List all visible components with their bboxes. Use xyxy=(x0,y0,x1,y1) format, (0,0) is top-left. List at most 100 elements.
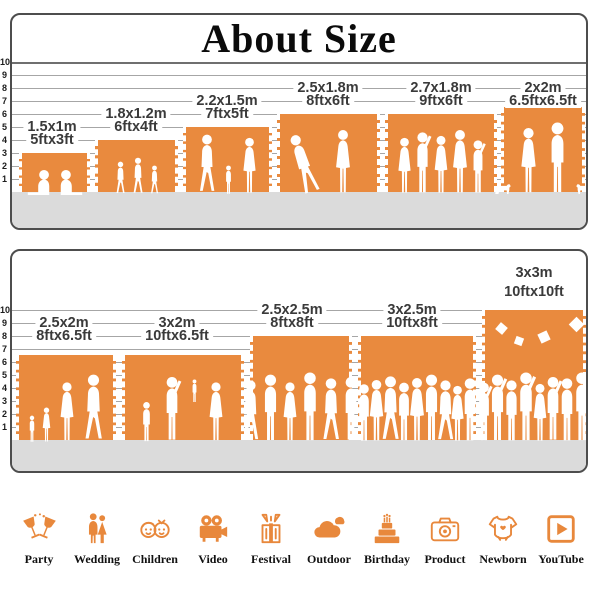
graduation-cap-icon xyxy=(513,335,525,347)
backdrop-7x5ft xyxy=(183,127,272,194)
category-newborn: Newborn xyxy=(476,497,530,567)
graduation-cap-icon xyxy=(568,316,585,333)
category-party: Party xyxy=(12,497,66,567)
backdrop-10x6.5ft xyxy=(122,355,244,443)
size-label-m: 3x3m xyxy=(511,266,557,280)
size-label-m: 2.2x1.5m xyxy=(192,94,262,108)
category-product: Product xyxy=(418,497,472,567)
size-label-m: 2x2m xyxy=(520,81,566,95)
size-label-ft: 8ftx6.5ft xyxy=(32,329,96,343)
size-label-m: 3x2.5m xyxy=(383,303,441,317)
axis-label: 7 xyxy=(1,96,7,106)
axis-label: 4 xyxy=(1,383,7,393)
category-label: Video xyxy=(198,552,228,566)
silhouettes-wedding-couple xyxy=(280,129,377,195)
backdrop-6.5x6.5ft xyxy=(493,107,586,195)
axis-label: 4 xyxy=(1,135,7,145)
panel2-inner: 2.5x2m 8ftx6.5ft 3x2m 10ftx6.5ft 2.5x2.5… xyxy=(12,251,586,471)
gridline xyxy=(12,75,586,76)
category-festival: Festival xyxy=(244,497,298,567)
silhouettes-family-child-toss xyxy=(125,375,241,443)
size-label-m: 3x2m xyxy=(154,316,200,330)
axis-label: 2 xyxy=(1,161,7,171)
category-label: Product xyxy=(424,552,466,566)
size-label-ft: 7ftx5ft xyxy=(201,107,253,121)
size-label-ft: 10ftx6.5ft xyxy=(141,329,213,343)
size-label-ft: 9ftx6ft xyxy=(415,94,467,108)
axis-label: 10 xyxy=(0,305,11,315)
axis-label: 1 xyxy=(1,174,7,184)
size-label-ft: 10ftx10ft xyxy=(500,285,568,299)
category-label: Outdoor xyxy=(306,552,351,566)
panel1-inner: About Size xyxy=(12,15,586,228)
axis-label: 3 xyxy=(1,148,7,158)
silhouettes-dancing-women xyxy=(388,129,494,195)
size-label-m: 2.5x2m xyxy=(35,316,93,330)
backdrop-10x8ft xyxy=(358,336,476,443)
axis-label: 9 xyxy=(1,318,7,328)
axis-label: 5 xyxy=(1,370,7,380)
page-title: About Size xyxy=(201,16,397,61)
backdrop-8x8ft xyxy=(243,336,357,443)
size-label-ft: 6.5ftx6.5ft xyxy=(505,94,581,108)
ground-strip xyxy=(12,440,586,471)
wedding-couple-icon xyxy=(88,513,107,544)
category-label: YouTube xyxy=(538,552,584,566)
backdrop-9x6ft xyxy=(385,114,497,195)
axis-label: 5 xyxy=(1,122,7,132)
backdrop-8x6.5ft xyxy=(16,355,116,443)
axis-label: 7 xyxy=(1,344,7,354)
panel-large-sizes: 2.5x2m 8ftx6.5ft 3x2m 10ftx6.5ft 2.5x2.5… xyxy=(10,249,588,473)
axis-label: 8 xyxy=(1,83,7,93)
size-label-ft: 10ftx8ft xyxy=(382,316,442,330)
size-label-ft: 8ftx8ft xyxy=(266,316,318,330)
silhouettes-graduation-crowd xyxy=(479,371,586,443)
backdrop-5x3ft xyxy=(19,153,90,195)
axis-label: 8 xyxy=(1,331,7,341)
ground-strip xyxy=(12,192,586,228)
category-label: Wedding xyxy=(73,552,121,566)
axis-label: 1 xyxy=(1,422,7,432)
category-birthday: Birthday xyxy=(360,497,414,567)
axis-label: 9 xyxy=(1,70,7,80)
category-label: Newborn xyxy=(479,552,527,566)
backdrop-8x6ft xyxy=(277,114,380,195)
size-label-m: 2.7x1.8m xyxy=(406,81,476,95)
size-label-ft: 5ftx3ft xyxy=(26,133,78,147)
axis-label: 2 xyxy=(1,409,7,419)
clouds-icon xyxy=(314,516,345,538)
silhouettes-family-of-four xyxy=(19,373,113,443)
axis-label: 10 xyxy=(0,57,11,67)
size-label-ft: 8ftx6ft xyxy=(302,94,354,108)
axis-label: 3 xyxy=(1,396,7,406)
size-label-m: 1.5x1m xyxy=(23,120,81,134)
film-camera-icon xyxy=(199,515,228,542)
size-label-m: 1.8x1.2m xyxy=(101,107,171,121)
silhouettes-children-reading xyxy=(22,169,87,195)
category-row: Party Wedding Children xyxy=(12,497,588,567)
photo-camera-icon xyxy=(430,517,460,542)
gift-box-icon xyxy=(261,513,281,544)
size-label-m: 2.5x2.5m xyxy=(257,303,327,317)
panel-small-sizes: About Size xyxy=(10,13,588,230)
category-video: Video xyxy=(186,497,240,567)
party-glasses-icon xyxy=(23,513,56,539)
category-children: Children xyxy=(128,497,182,567)
category-outdoor: Outdoor xyxy=(302,497,356,567)
size-label-m: 2.5x1.8m xyxy=(293,81,363,95)
silhouettes-standing-group xyxy=(243,371,357,443)
gridline xyxy=(12,62,586,64)
category-label: Children xyxy=(132,552,178,566)
category-youtube: YouTube xyxy=(534,497,588,567)
gridline xyxy=(12,101,586,102)
silhouettes-couple-with-dogs xyxy=(493,121,586,195)
silhouettes-crowd xyxy=(358,373,475,443)
category-label: Birthday xyxy=(363,552,410,566)
category-wedding: Wedding xyxy=(70,497,124,567)
baby-onesie-icon xyxy=(488,515,518,541)
graduation-cap-icon xyxy=(495,322,508,335)
play-button-icon xyxy=(547,515,575,543)
graduation-cap-icon xyxy=(537,330,551,344)
axis-label: 6 xyxy=(1,357,7,367)
